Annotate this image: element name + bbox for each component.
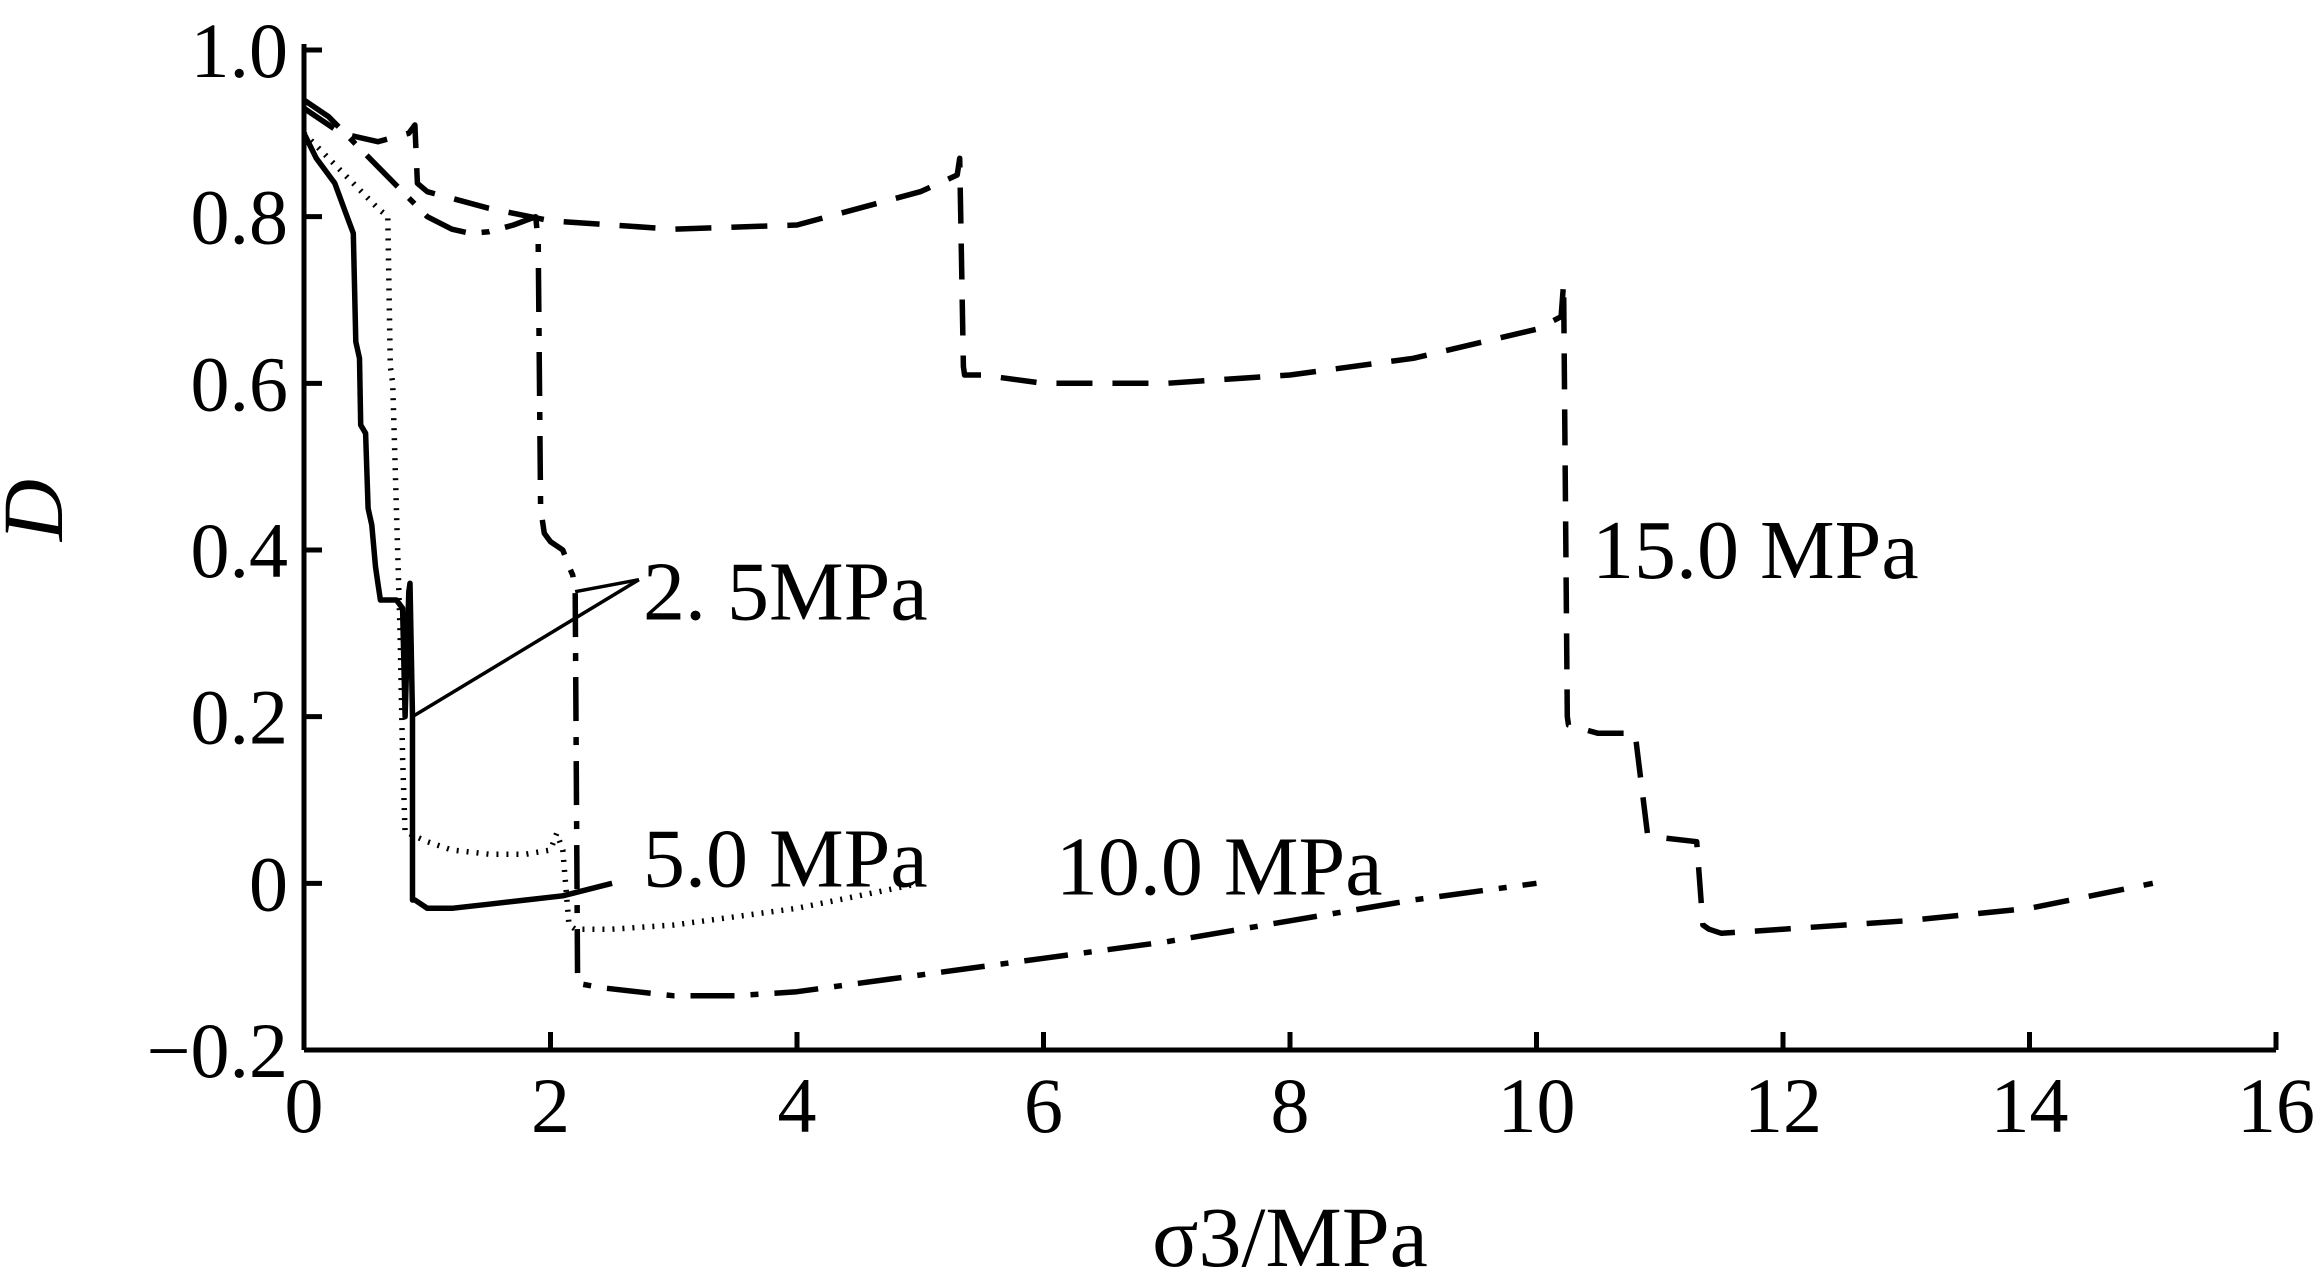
series-layer [301, 97, 2154, 999]
y-ticks: −0.2 0 0.2 0.4 0.6 0.8 1.0 [147, 7, 322, 1094]
series-label-2: 5.0 MPa [643, 812, 928, 905]
series-line-2 [302, 131, 921, 932]
annotation-layer: 2. 5MPa 5.0 MPa 10.0 MPa 15.0 MPa [411, 504, 1919, 914]
series-line-1 [301, 132, 613, 912]
x-tick-label: 4 [778, 1062, 817, 1149]
series-line-4 [302, 106, 2154, 937]
y-axis-title: D [0, 479, 81, 542]
x-axis-title: σ3/MPa [1152, 1189, 1428, 1281]
y-tick-label: 1.0 [191, 7, 289, 94]
x-tick-label: 2 [531, 1062, 570, 1149]
x-tick-label: 8 [1271, 1062, 1310, 1149]
x-tick-label: 12 [1744, 1062, 1822, 1149]
series-label-3: 10.0 MPa [1056, 821, 1383, 914]
y-tick-label: 0.4 [191, 507, 289, 594]
x-tick-label: 16 [2237, 1062, 2314, 1149]
x-tick-label: 0 [285, 1062, 324, 1149]
series-label-4: 15.0 MPa [1592, 504, 1919, 597]
x-tick-label: 14 [1991, 1062, 2069, 1149]
y-tick-label: −0.2 [147, 1007, 289, 1094]
y-tick-label: 0 [249, 840, 288, 927]
y-tick-label: 0.8 [191, 174, 289, 261]
y-tick-label: 0.6 [191, 340, 289, 427]
series-line-3 [302, 97, 1537, 999]
x-tick-label: 6 [1024, 1062, 1063, 1149]
annotation-leader-line [411, 578, 640, 719]
series-label-1: 2. 5MPa [643, 546, 928, 639]
annotation-leader-line [574, 577, 640, 594]
x-ticks: 0 2 4 6 8 10 12 14 16 [285, 1032, 2314, 1149]
y-tick-label: 0.2 [191, 674, 289, 761]
x-tick-label: 10 [1498, 1062, 1576, 1149]
